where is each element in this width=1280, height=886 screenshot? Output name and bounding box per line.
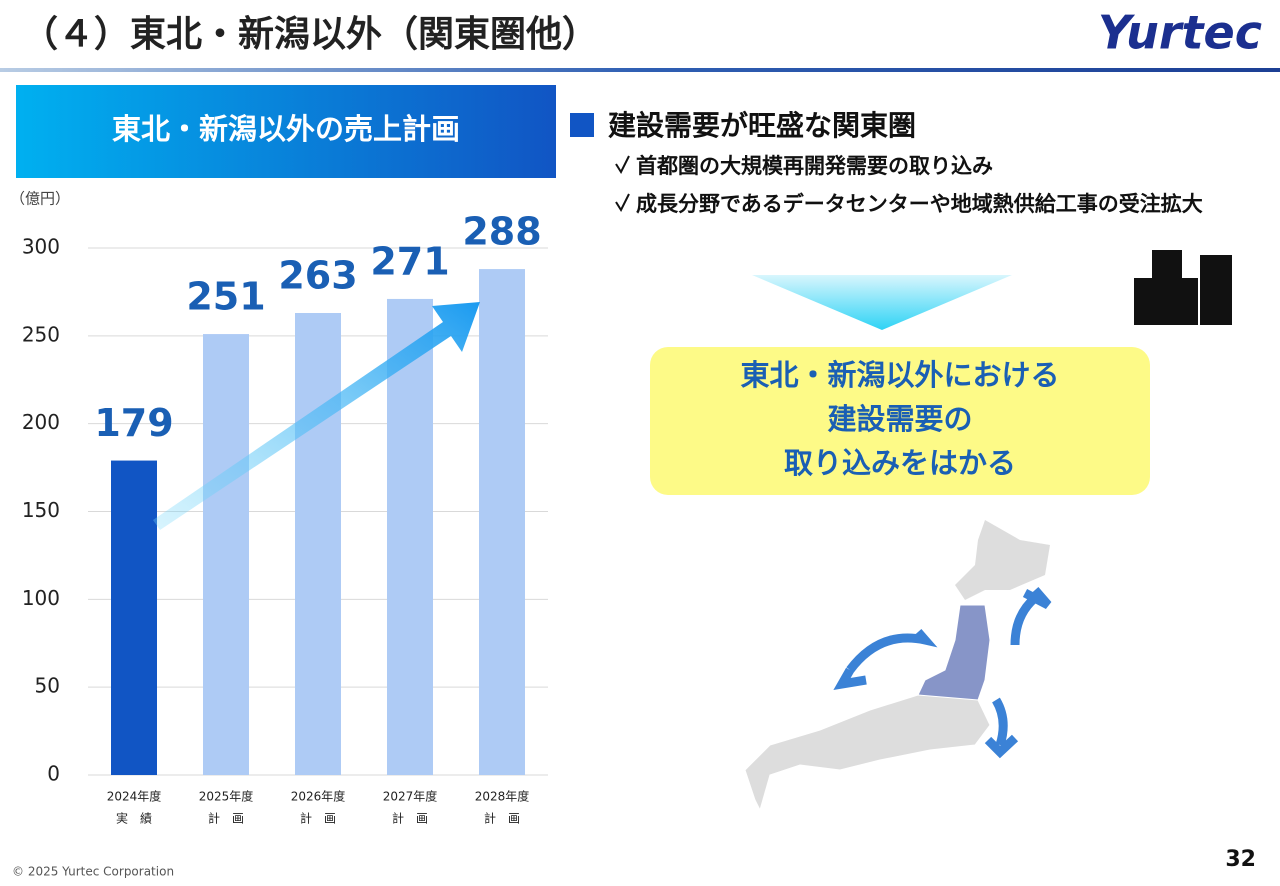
x-tick-label: 2027年度 [383,789,438,804]
y-tick-label: 50 [35,674,60,698]
copyright: © 2025 Yurtec Corporation [12,865,174,879]
bar [111,460,157,775]
section-heading: 建設需要が旺盛な関東圏 [608,109,916,142]
value-label: 179 [94,401,173,445]
down-triangle [752,275,1012,330]
check-icon [615,155,630,175]
value-label: 271 [370,239,449,283]
y-tick-label: 200 [22,410,60,434]
chart-title-box [16,85,556,178]
x-tick-note: 計 画 [208,811,244,826]
value-label: 288 [462,210,541,254]
y-tick-label: 150 [22,498,60,522]
japan-map [744,520,1052,831]
x-tick-note: 計 画 [392,811,428,826]
growth-arrow [153,302,480,530]
x-tick-note: 計 画 [300,811,336,826]
y-tick-label: 0 [47,762,60,786]
y-tick-label: 250 [22,322,60,346]
header-rule [0,68,1280,72]
value-label: 251 [186,275,265,319]
chart-title: 東北・新潟以外の売上計画 [112,112,460,146]
check-icon [615,193,630,213]
y-tick-label: 100 [22,586,60,610]
bullet: 首都圏の大規模再開発需要の取り込み [636,154,993,178]
bar [295,312,341,775]
x-tick-note: 計 画 [484,811,520,826]
bar [387,298,433,775]
logo: Yurtec [1098,6,1262,60]
bar [203,334,249,775]
x-tick-note: 実 績 [116,811,152,826]
value-label: 263 [278,253,357,297]
callout-line: 東北・新潟以外における [740,358,1060,392]
page-title: （４）東北・新潟以外（関東圏他） [22,14,598,55]
callout-text: 東北・新潟以外における 建設需要の取り込みをはかる [650,353,1150,485]
x-tick-label: 2028年度 [475,789,530,804]
buildings-icon [1134,250,1232,325]
y-tick-label: 300 [22,235,60,259]
page-number: 32 [1225,847,1256,872]
bullet: 成長分野であるデータセンターや地域熱供給工事の受注拡大 [636,192,1203,216]
bar [479,269,525,775]
x-tick-label: 2025年度 [199,789,254,804]
x-tick-label: 2026年度 [291,789,346,804]
x-tick-label: 2024年度 [107,789,162,804]
callout-line: 取り込みをはかる [783,446,1016,480]
unit-label: （億円） [10,190,70,208]
callout-line: 建設需要の [827,402,973,436]
callout-box [650,347,1150,495]
heading-square [570,113,594,137]
